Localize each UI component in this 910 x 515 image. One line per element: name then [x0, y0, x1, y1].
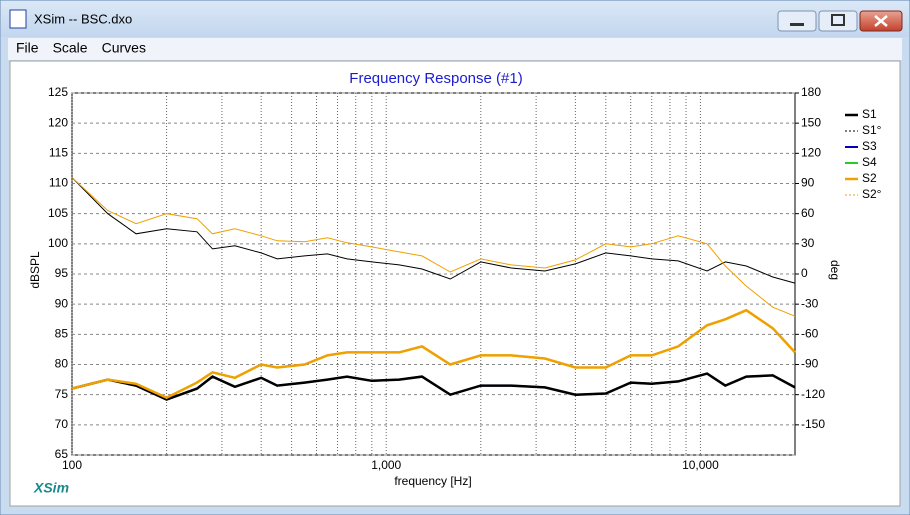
minimize-button[interactable]: [777, 10, 817, 32]
chart-title: Frequency Response (#1): [349, 70, 522, 87]
series-line: [71, 177, 796, 317]
y-tick-label: 100: [48, 236, 68, 250]
y2-axis-label: deg: [828, 260, 842, 280]
y2-tick-label: -90: [801, 357, 819, 371]
y2-tick-label: 60: [801, 206, 815, 220]
y2-tick-label: 90: [801, 176, 815, 190]
y-tick-label: 115: [49, 146, 68, 160]
y2-tick-label: -150: [801, 417, 825, 431]
legend-label: S1°: [862, 123, 882, 137]
app-icon: [9, 9, 27, 29]
close-icon: [874, 15, 888, 27]
legend-label: S1: [862, 107, 877, 121]
y-tick-label: 125: [48, 85, 68, 99]
y-tick-label: 110: [49, 176, 68, 190]
x-tick-label: 10,000: [682, 458, 719, 472]
y2-tick-label: 180: [801, 85, 821, 99]
title-bar: [1, 1, 909, 37]
x-tick-label: 100: [62, 458, 82, 472]
x-tick-label: 1,000: [371, 458, 401, 472]
legend-label: S4: [862, 155, 877, 169]
y-tick-label: 65: [55, 447, 69, 461]
menu-item[interactable]: Curves: [102, 40, 146, 56]
y-tick-label: 105: [48, 206, 68, 220]
window-title: XSim -- BSC.dxo: [34, 11, 132, 26]
y2-tick-label: -120: [801, 387, 825, 401]
y-tick-label: 80: [55, 357, 69, 371]
legend-label: S2°: [862, 187, 882, 201]
series-line: [71, 177, 796, 284]
maximize-button[interactable]: [818, 10, 858, 32]
y-tick-label: 70: [55, 417, 69, 431]
chart-area: [9, 60, 901, 507]
series-line: [71, 308, 796, 400]
y2-tick-label: 150: [801, 115, 821, 129]
y-tick-label: 90: [55, 296, 69, 310]
menu-item[interactable]: File: [16, 40, 39, 56]
y-tick-label: 75: [55, 387, 69, 401]
y2-tick-label: -60: [801, 327, 819, 341]
y2-tick-label: -30: [801, 296, 819, 310]
menu-bar: [8, 38, 902, 60]
y-axis-label: dBSPL: [28, 251, 42, 289]
y-tick-label: 120: [48, 115, 68, 129]
y2-tick-label: 30: [801, 236, 815, 250]
y2-tick-label: 120: [801, 146, 821, 160]
maximize-icon: [831, 14, 845, 26]
watermark: XSim: [33, 480, 69, 496]
legend-label: S3: [862, 139, 877, 153]
y-tick-label: 95: [55, 266, 69, 280]
menu-item[interactable]: Scale: [53, 40, 88, 56]
y-tick-label: 85: [55, 327, 69, 341]
x-axis-label: frequency [Hz]: [394, 474, 471, 488]
y2-tick-label: 0: [801, 266, 808, 280]
minimize-icon: [790, 23, 804, 26]
legend-label: S2: [862, 171, 877, 185]
series-line: [71, 372, 796, 401]
